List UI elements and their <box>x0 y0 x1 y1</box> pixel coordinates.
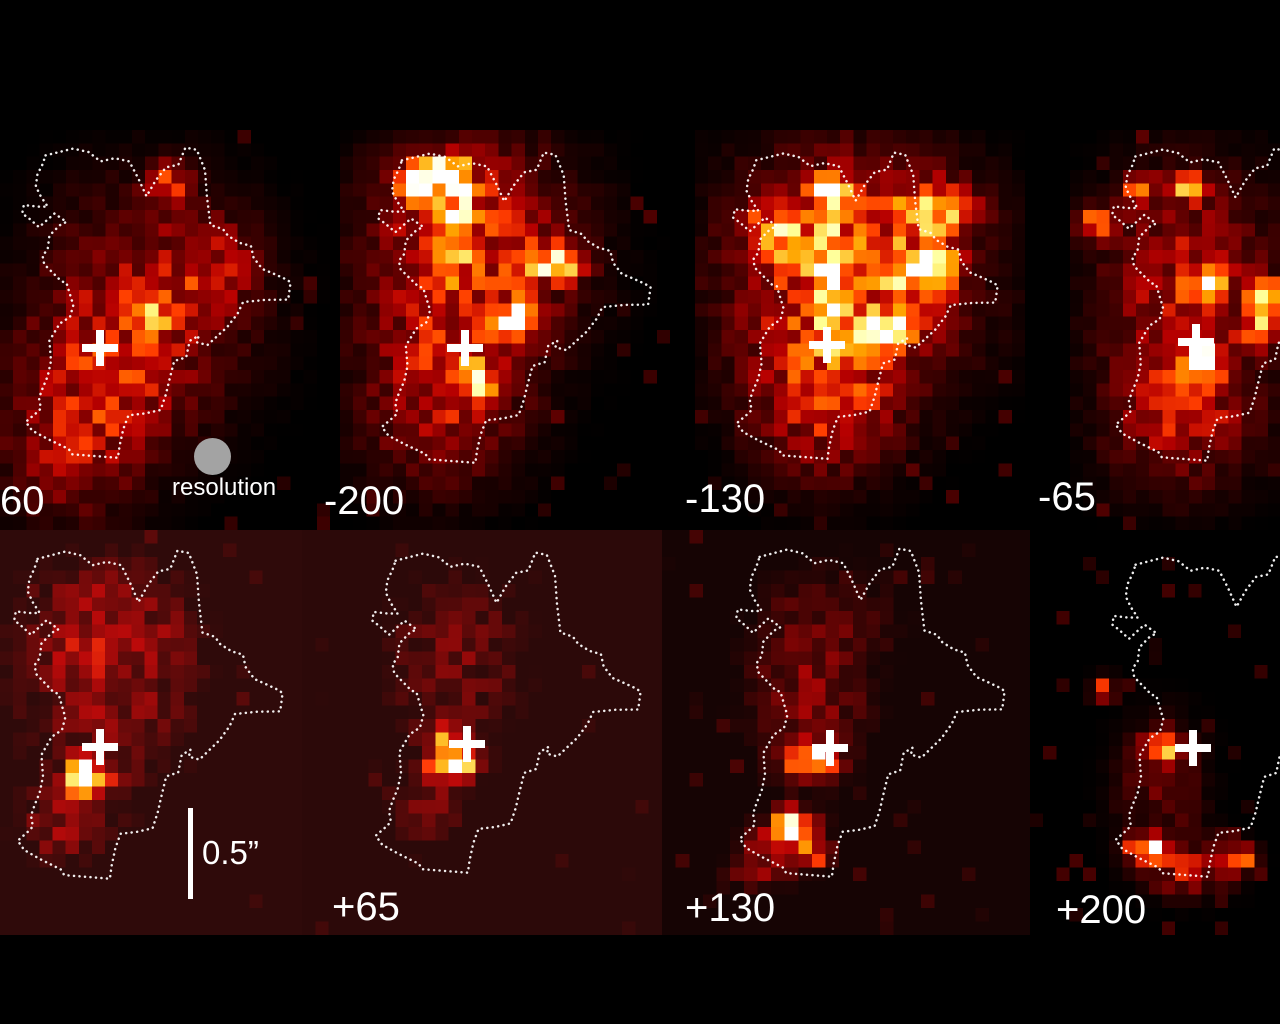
intensity-map <box>340 130 670 530</box>
velocity-label: -200 <box>324 479 405 523</box>
intensity-map <box>1070 130 1280 530</box>
resolution-label: resolution <box>172 474 277 501</box>
channel-panel-1: 60 <box>0 130 330 530</box>
channel-panel-6: +65 <box>302 530 662 935</box>
resolution-beam-icon <box>194 438 231 475</box>
channel-panel-3: -130 <box>685 130 1025 530</box>
channel-panel-4: -65 <box>1038 130 1280 530</box>
intensity-map <box>302 530 662 935</box>
velocity-label: +65 <box>332 885 400 929</box>
velocity-label: -130 <box>685 477 766 521</box>
velocity-label: +200 <box>1056 888 1147 932</box>
velocity-label: +130 <box>685 886 776 930</box>
channel-panel-8: +200 <box>1030 530 1280 935</box>
velocity-label: -65 <box>1038 475 1096 519</box>
channel-panel-7: +130 <box>662 530 1030 935</box>
intensity-map <box>1030 530 1280 935</box>
intensity-map <box>0 530 302 935</box>
intensity-map <box>0 130 330 530</box>
intensity-map <box>695 130 1025 530</box>
channel-panel-2: -200 <box>324 130 670 530</box>
intensity-map <box>662 530 1030 935</box>
scale-bar <box>188 808 193 899</box>
scale-bar-label: 0.5” <box>202 834 259 871</box>
channel-panel-5 <box>0 530 302 935</box>
velocity-label: 60 <box>0 479 45 523</box>
